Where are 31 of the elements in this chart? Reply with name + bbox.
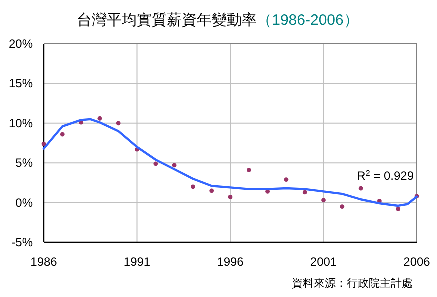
y-tick-label: 20% <box>8 37 34 51</box>
point <box>322 198 326 203</box>
point <box>246 168 252 172</box>
x-tick-label: 2006 <box>404 255 431 269</box>
point <box>210 188 214 194</box>
y-tick-label: 0% <box>16 196 34 210</box>
point <box>172 163 177 168</box>
point <box>302 190 308 195</box>
x-tick-label: 1991 <box>124 255 151 269</box>
y-tick-label: 5% <box>16 156 34 170</box>
chart-title: 台灣平均實質薪資年變動率 <box>77 12 258 29</box>
y-tick-label: 10% <box>8 116 34 130</box>
point <box>228 195 233 200</box>
point <box>98 116 102 121</box>
point <box>116 121 121 126</box>
point <box>358 186 364 191</box>
x-tick-label: 1986 <box>30 255 58 269</box>
line-series <box>42 118 418 208</box>
point <box>60 132 65 137</box>
point <box>396 206 401 212</box>
y-tick-label: -5% <box>12 236 34 250</box>
point <box>340 204 345 209</box>
y-tick-label: 15% <box>8 76 34 91</box>
x-tick-label: 2001 <box>310 255 338 269</box>
x-tick-label: 1996 <box>217 255 244 269</box>
point <box>284 178 289 182</box>
annotation: R$^{2}$ = 0.929 <box>357 168 414 183</box>
point <box>191 184 196 190</box>
chart-subtitle: （1986-2006） <box>257 12 359 29</box>
source-note: 資料來源：行政院主計處 <box>292 277 413 290</box>
point <box>154 162 158 166</box>
